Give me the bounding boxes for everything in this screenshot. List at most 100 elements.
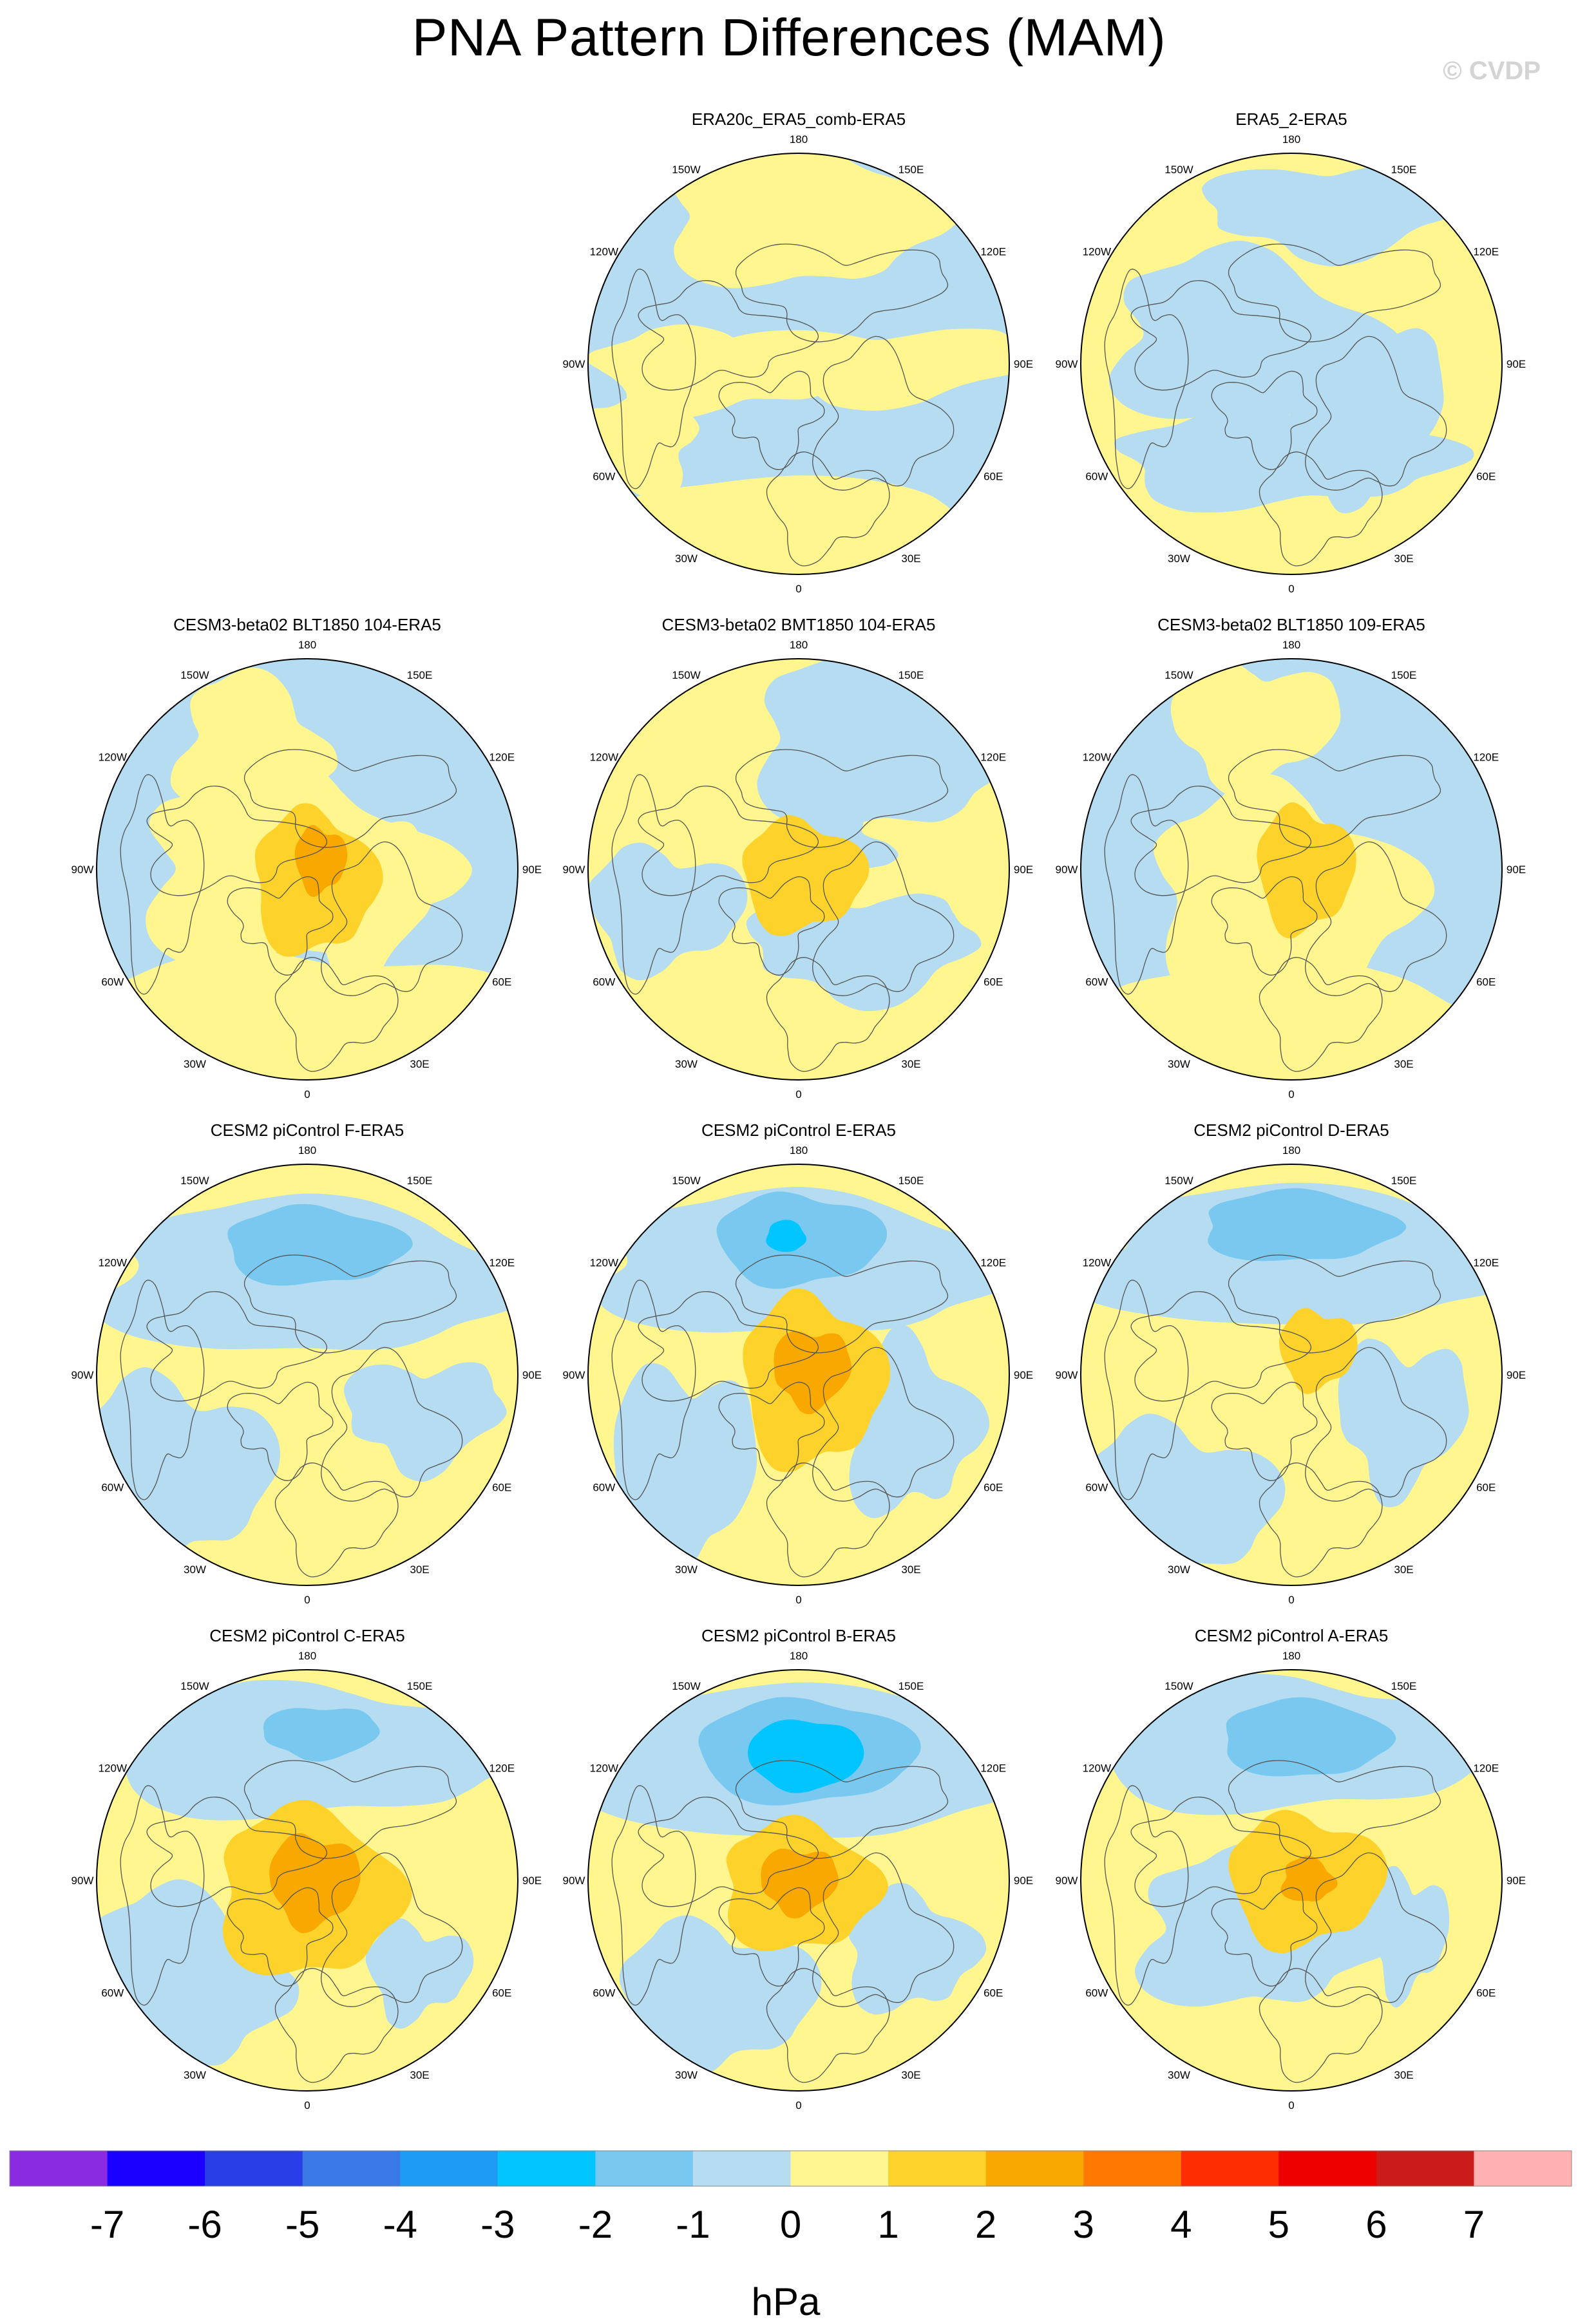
longitude-label: 180 [790,1650,808,1662]
coastline [611,1280,696,1500]
panel-title: CESM3-beta02 BLT1850 109-ERA5 [1157,615,1425,634]
polar-map: 180 150E 120E 90E 60E 30E 0 30W 60W 90W 120W 150W [71,1144,542,1606]
anomaly-contour [1280,1855,1338,1902]
anomaly-contour [1257,802,1356,939]
longitude-label: 30E [901,2069,920,2081]
coastline [1259,1968,1383,2083]
longitude-label: 30W [1168,2069,1190,2081]
anomaly-contour [671,153,961,288]
longitude-label: 0 [304,2099,310,2111]
coastline [1211,370,1318,470]
longitude-label: 150E [1391,1175,1417,1187]
map-panel: ERA20c_ERA5_comb-ERA5 180 150E 120E 90E 60E 30… [554,109,1043,612]
colorbar-swatch [302,2151,401,2186]
longitude-label: 120W [590,751,618,764]
anomaly-contour [227,1204,413,1286]
longitude-label: 150E [898,1680,924,1692]
longitude-label: 120W [1083,751,1111,764]
longitude-label: 30E [1394,1564,1413,1576]
longitude-label: 180 [1282,133,1300,146]
longitude-label: 150W [1164,164,1193,176]
panel-title: CESM2 piControl A-ERA5 [1194,1626,1389,1645]
longitude-label: 0 [1288,1088,1294,1101]
panel-title: CESM2 piControl F-ERA5 [210,1120,404,1140]
longitude-label: 150E [898,1175,924,1187]
colorbar-tick-label: -1 [676,2203,710,2246]
longitude-label: 120W [1083,1257,1111,1269]
longitude-label: 120E [489,1762,515,1775]
colorbar-swatch [205,2151,303,2186]
panel-title: CESM2 piControl E-ERA5 [701,1120,896,1140]
coastline [1104,1785,1189,2006]
colorbar-tick-label: 0 [780,2203,801,2246]
colorbar-tick-label: 2 [975,2203,996,2246]
longitude-label: 90E [1014,1875,1033,1887]
longitude-label: 90W [563,1369,585,1381]
colorbar-tick-label: 6 [1365,2203,1387,2246]
panel-title: CESM2 piControl B-ERA5 [701,1626,896,1645]
longitude-label: 60E [1476,976,1496,988]
colorbar-tick-label: -3 [480,2203,515,2246]
coastline [1130,786,1312,896]
longitude-label: 120W [99,1762,127,1775]
coastline [735,243,949,343]
coastline [243,1254,457,1354]
longitude-label: 60W [1085,1987,1108,1999]
longitude-label: 150W [1164,1680,1193,1692]
anomaly-contour [588,842,748,981]
longitude-label: 180 [1282,1144,1300,1157]
map-border [96,1164,518,1586]
longitude-label: 150E [407,669,433,681]
coastline [1211,1887,1318,1987]
longitude-label: 150E [1391,669,1417,681]
longitude-label: 30W [184,2069,206,2081]
coastline [120,774,205,995]
map-panel: CESM2 piControl E-ERA5 180 150E 120E 90E 60E 3… [554,1120,1043,1623]
colorbar-tick-label: 7 [1463,2203,1485,2246]
coastline [812,1346,955,1502]
panel-title: CESM3-beta02 BLT1850 104-ERA5 [173,615,441,634]
coastline [1211,876,1318,976]
colorbar-frame [9,2150,1572,2187]
coastline [274,1968,399,2083]
page-title: PNA Pattern Differences (MAM) [412,8,1166,67]
colorbar-tick-label: -2 [578,2203,613,2246]
coastline [1228,749,1441,848]
longitude-label: 30E [1394,2069,1413,2081]
coastline [735,1254,949,1354]
longitude-label: 120E [980,1762,1006,1775]
polar-map: 180 150E 120E 90E 60E 30E 0 30W 60W 90W 120W 150W [1056,639,1526,1101]
longitude-label: 120E [1473,1762,1499,1775]
longitude-label: 60E [1476,1482,1496,1494]
panel-title: ERA5_2-ERA5 [1235,109,1347,129]
longitude-label: 90W [563,1875,585,1887]
anomaly-contour [1279,1308,1358,1394]
longitude-label: 150W [672,669,700,681]
longitude-label: 30W [675,1564,698,1576]
coastline [274,1462,399,1578]
longitude-label: 60E [984,471,1003,483]
coastline [321,841,463,996]
coastline [812,1852,955,2007]
anomaly-contour [846,1883,987,2015]
longitude-label: 60E [492,1482,511,1494]
anomaly-contour [757,659,1009,829]
map-panel: CESM2 piControl A-ERA5 180 150E 120E 90E 60E 3… [1047,1626,1536,2128]
longitude-label: 90E [1507,358,1526,370]
longitude-label: 150W [180,669,209,681]
longitude-label: 120E [980,1257,1006,1269]
coastline [1305,841,1447,996]
coastline [718,1887,825,1987]
longitude-label: 30E [901,1058,920,1070]
longitude-label: 120E [980,246,1006,258]
colorbar-tick-label: 5 [1268,2203,1289,2246]
colorbar-swatch [1083,2151,1182,2186]
longitude-label: 0 [795,1088,801,1101]
colorbar-swatch [107,2151,205,2186]
map-panel: CESM3-beta02 BLT1850 104-ERA5 180 150E 120E… [62,615,552,1117]
longitude-label: 60W [593,1482,615,1494]
colorbar-unit: hPa [751,2280,821,2323]
longitude-label: 90W [563,864,585,876]
coastline [735,1760,949,1859]
colorbar-swatch [1279,2151,1377,2186]
